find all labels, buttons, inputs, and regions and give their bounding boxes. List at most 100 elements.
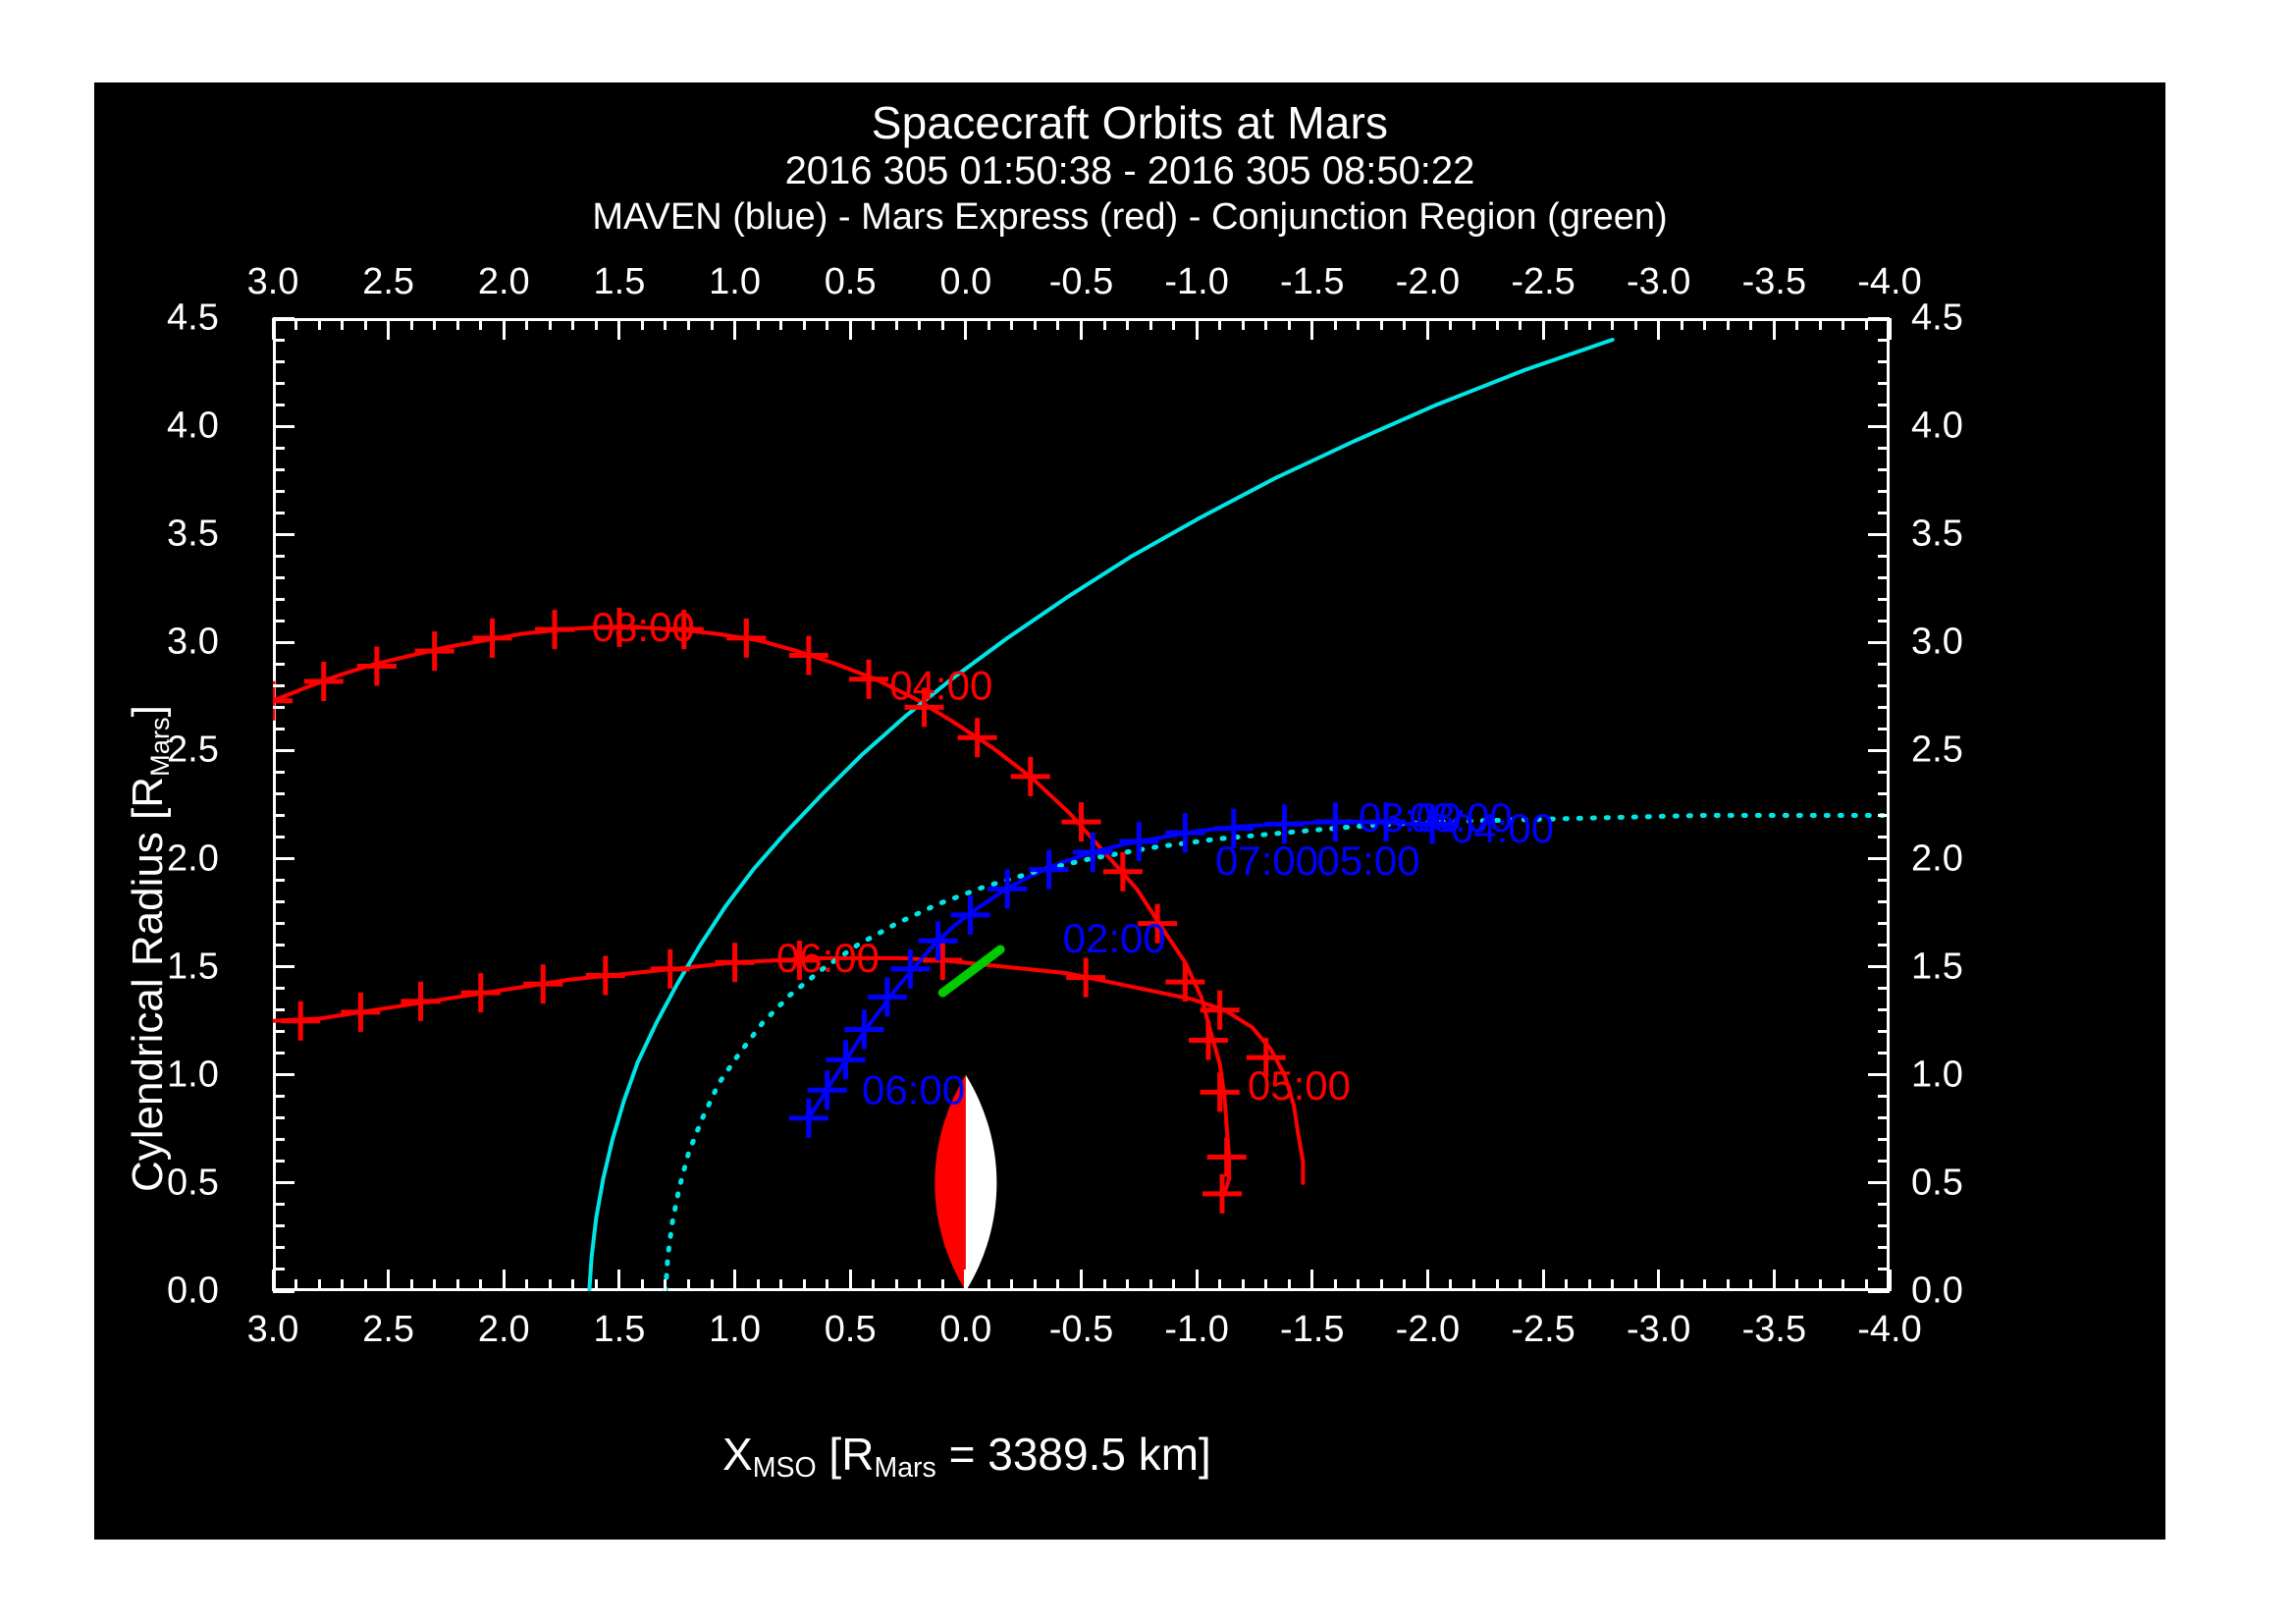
y-minor-tick-right	[1878, 1008, 1890, 1012]
y-tick-label: 4.5	[1911, 297, 1963, 339]
x-minor-tick	[779, 1279, 783, 1291]
x-major-tick	[848, 1270, 852, 1291]
x-minor-tick	[1357, 1279, 1361, 1291]
chart-title: Spacecraft Orbits at Mars	[871, 97, 1389, 148]
x-major-tick-top	[1080, 318, 1083, 340]
y-major-tick	[273, 748, 294, 752]
x-minor-tick-top	[479, 318, 483, 330]
y-tick-label: 0.5	[167, 1162, 219, 1204]
x-tick-label: -3.0	[1626, 261, 1691, 302]
x-minor-tick-top	[1172, 318, 1176, 330]
x-minor-tick-top	[1148, 318, 1152, 330]
y-major-tick-right	[1868, 1181, 1890, 1185]
y-minor-tick-right	[1878, 381, 1890, 385]
x-tick-label: -0.5	[1048, 1309, 1114, 1350]
y-minor-tick-right	[1878, 511, 1890, 514]
x-tick-label: -1.0	[1164, 261, 1229, 302]
y-minor-tick	[273, 1246, 285, 1250]
y-minor-tick-right	[1878, 467, 1890, 471]
y-major-tick	[273, 424, 294, 428]
y-minor-tick	[273, 987, 285, 991]
x-minor-tick-top	[1357, 318, 1361, 330]
x-tick-label: 1.0	[709, 261, 761, 302]
y-minor-tick	[273, 597, 285, 601]
x-minor-tick-top	[1703, 318, 1707, 330]
x-minor-tick	[1703, 1279, 1707, 1291]
x-minor-tick-top	[409, 318, 413, 330]
x-minor-tick	[1148, 1279, 1152, 1291]
y-minor-tick	[273, 467, 285, 471]
x-minor-tick	[317, 1279, 321, 1291]
x-major-tick-top	[1195, 318, 1199, 340]
x-minor-tick	[1333, 1279, 1337, 1291]
y-major-tick	[273, 965, 294, 969]
y-major-tick-right	[1868, 965, 1890, 969]
y-minor-tick-right	[1878, 403, 1890, 406]
x-axis-title: XMSO [RMars = 3389.5 km]	[722, 1429, 1211, 1485]
y-major-tick-right	[1868, 640, 1890, 644]
x-major-tick	[1657, 1270, 1661, 1291]
x-tick-label: -3.0	[1626, 1309, 1691, 1350]
y-minor-tick-right	[1878, 575, 1890, 579]
y-minor-tick-right	[1878, 597, 1890, 601]
y-minor-tick-right	[1878, 1052, 1890, 1055]
x-minor-tick-top	[872, 318, 876, 330]
y-minor-tick-right	[1878, 1138, 1890, 1142]
y-tick-label: 4.0	[167, 405, 219, 447]
x-tick-label: -2.5	[1511, 261, 1575, 302]
plot-canvas: Spacecraft Orbits at Mars 2016 305 01:50…	[94, 82, 2165, 1540]
x-major-tick-top	[1772, 318, 1776, 340]
y-tick-label: 0.0	[167, 1270, 219, 1312]
x-minor-tick-top	[1241, 318, 1245, 330]
time-label: 08:00	[1410, 794, 1513, 840]
x-major-tick-top	[1541, 318, 1545, 340]
x-tick-label: 2.0	[477, 1309, 530, 1350]
x-tick-label: -4.0	[1857, 1309, 1922, 1350]
x-tick-label: -3.5	[1741, 261, 1807, 302]
y-minor-tick-right	[1878, 1203, 1890, 1207]
y-tick-label: 4.0	[1911, 405, 1963, 447]
x-major-tick-top	[1310, 318, 1314, 340]
time-label: 06:00	[862, 1066, 965, 1112]
y-minor-tick	[273, 1268, 285, 1271]
x-minor-tick-top	[1680, 318, 1683, 330]
x-minor-tick-top	[664, 318, 667, 330]
x-minor-tick	[409, 1279, 413, 1291]
x-minor-tick	[1264, 1279, 1268, 1291]
y-minor-tick	[273, 814, 285, 817]
y-minor-tick	[273, 879, 285, 883]
x-minor-tick	[1379, 1279, 1383, 1291]
time-markers	[273, 607, 1453, 1214]
x-minor-tick	[594, 1279, 598, 1291]
y-tick-label: 2.5	[1911, 729, 1963, 771]
y-minor-tick	[273, 489, 285, 493]
x-minor-tick-top	[1726, 318, 1730, 330]
x-minor-tick-top	[687, 318, 690, 330]
x-minor-tick	[455, 1279, 459, 1291]
x-minor-tick	[1449, 1279, 1453, 1291]
x-major-tick-top	[733, 318, 737, 340]
x-minor-tick	[1519, 1279, 1522, 1291]
time-label: 03:00	[592, 604, 695, 650]
x-minor-tick	[571, 1279, 575, 1291]
y-minor-tick	[273, 1030, 285, 1034]
y-minor-tick-right	[1878, 619, 1890, 622]
x-minor-tick	[525, 1279, 529, 1291]
x-minor-tick-top	[1010, 318, 1014, 330]
x-minor-tick	[548, 1279, 552, 1291]
y-minor-tick-right	[1878, 987, 1890, 991]
x-tick-label: 1.5	[593, 261, 646, 302]
y-minor-tick	[273, 554, 285, 558]
x-major-tick-top	[964, 318, 968, 340]
x-major-tick-top	[1425, 318, 1429, 340]
x-minor-tick	[640, 1279, 644, 1291]
y-minor-tick-right	[1878, 446, 1890, 450]
y-minor-tick-right	[1878, 1030, 1890, 1034]
x-minor-tick	[872, 1279, 876, 1291]
y-minor-tick	[273, 1160, 285, 1163]
x-minor-tick	[1818, 1279, 1822, 1291]
time-label: 05:00	[1248, 1062, 1351, 1109]
y-minor-tick-right	[1878, 1116, 1890, 1120]
y-minor-tick-right	[1878, 814, 1890, 817]
